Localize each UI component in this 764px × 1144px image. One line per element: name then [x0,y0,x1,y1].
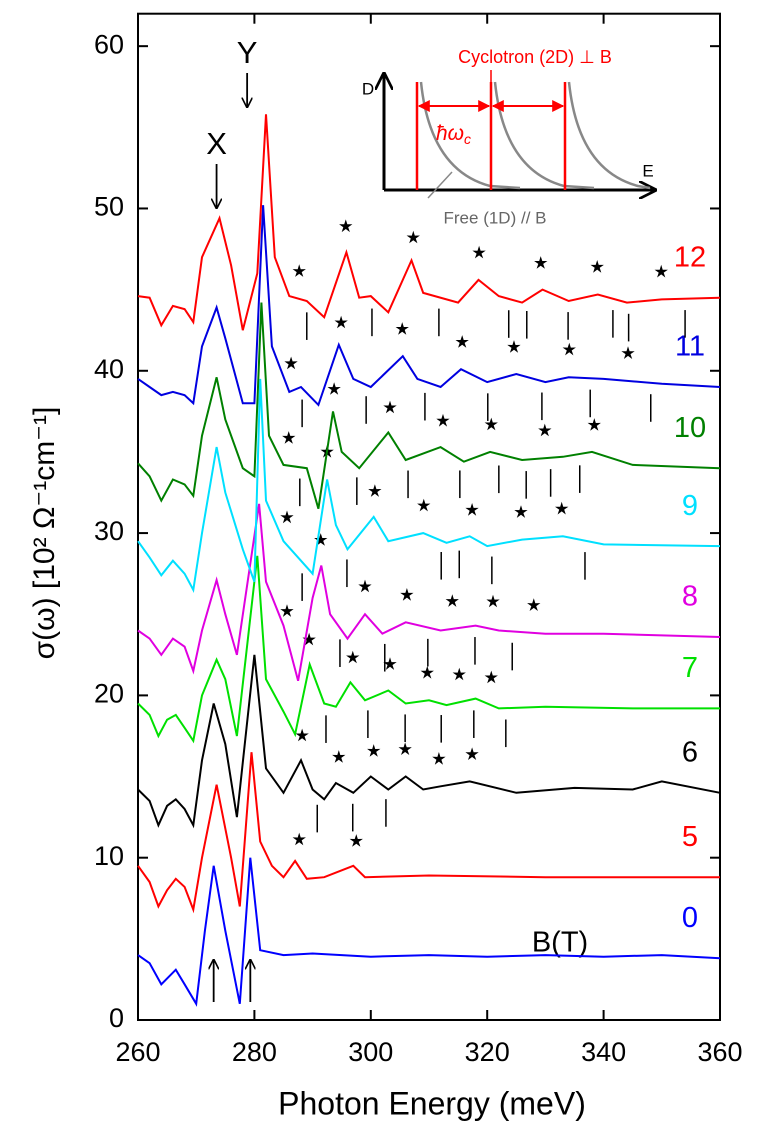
annotation: Y [237,35,258,70]
peak-star [555,501,569,515]
peak-star [445,594,459,607]
peak-star [507,340,521,353]
legend-label: 11 [675,331,705,363]
legend-label: 8 [682,581,698,613]
peak-star [587,418,601,431]
peak-star [280,510,294,524]
peak-star [455,335,469,348]
peak-star [534,256,548,269]
annotation: X [206,126,227,161]
inset-label: E [642,161,653,180]
peak-star [590,260,604,273]
peak-star [332,750,346,763]
inset-label: D [362,79,374,98]
y-tick-label: 60 [94,29,124,59]
inset-label: c [464,131,471,147]
peak-star [417,498,431,512]
peak-star [406,230,420,244]
y-tick-label: 10 [94,841,124,871]
y-tick-label: 40 [94,354,124,384]
inset: D E Cyclotron (2D) ⊥ B ħωc Free (1D) // … [362,47,655,227]
legend-label: 7 [682,652,698,684]
x-tick-label: 360 [697,1037,742,1067]
peak-star [302,632,316,646]
peak-star [436,413,450,427]
inset-curve [493,81,595,190]
series-line [137,503,721,682]
y-tick-label: 50 [94,192,124,222]
series-line [137,654,721,829]
legend-label: 9 [682,490,698,522]
peak-star [334,315,348,329]
legend-label: 0 [682,902,698,934]
legend-label: 12 [674,241,706,273]
peak-star [562,342,576,356]
series-line [137,857,721,1007]
peak-star [465,747,479,760]
peak-star [292,264,306,277]
peak-star [367,744,381,757]
peak-star [472,245,486,259]
y-tick-label: 30 [94,516,124,546]
y-tick-label: 20 [94,679,124,709]
inset-label: Cyclotron (2D) ⊥ B [458,47,612,67]
series-line [137,205,721,407]
peak-star [654,264,668,278]
y-tick-label: 0 [109,1003,124,1033]
legend-label: 10 [674,412,706,444]
peak-star [432,752,446,765]
inset-pointer [427,171,453,199]
peak-star [339,219,353,233]
peak-star [465,503,479,516]
x-axis-label: Photon Energy (meV) [278,1085,586,1121]
peak-star [368,484,382,497]
plot-frame [137,12,721,1021]
series-line [137,302,721,509]
peak-star [284,356,298,370]
x-tick-label: 320 [465,1037,510,1067]
series-line [137,114,721,331]
peak-star [349,834,363,847]
peak-star [295,728,309,742]
peak-star [358,579,372,593]
peak-star [621,346,635,359]
peak-star [280,604,294,617]
peak-star [383,657,397,670]
series-line [137,555,720,744]
x-tick-label: 300 [348,1037,393,1067]
series-line [137,752,720,914]
peak-star [452,667,466,681]
peak-star [395,322,409,335]
series-line [137,378,721,594]
peak-star [484,417,498,431]
peak-star [527,598,541,611]
peak-star [327,382,341,395]
peak-star [420,665,434,679]
x-tick-label: 280 [232,1037,277,1067]
legend-title: B(T) [532,927,588,959]
peak-star [292,832,306,846]
peak-star [538,423,552,437]
inset-label: Free (1D) // B [444,208,547,227]
inset-curve [567,81,651,190]
peak-star [282,431,296,444]
peak-star [514,505,528,518]
legend-label: 6 [682,736,698,768]
peak-star [400,588,414,601]
peak-star [314,533,328,546]
inset-label: ħω [436,122,464,145]
peak-star [346,650,360,664]
peak-star [484,670,498,684]
peak-star [383,400,397,414]
inset-label: ħωc [436,122,471,147]
peak-star [398,742,412,755]
legend-label: 5 [682,821,698,853]
x-tick-label: 340 [581,1037,626,1067]
y-axis-label: σ(ω) [10² Ω⁻¹cm⁻¹] [28,407,61,660]
x-tick-label: 260 [115,1037,160,1067]
peak-star [486,594,500,608]
